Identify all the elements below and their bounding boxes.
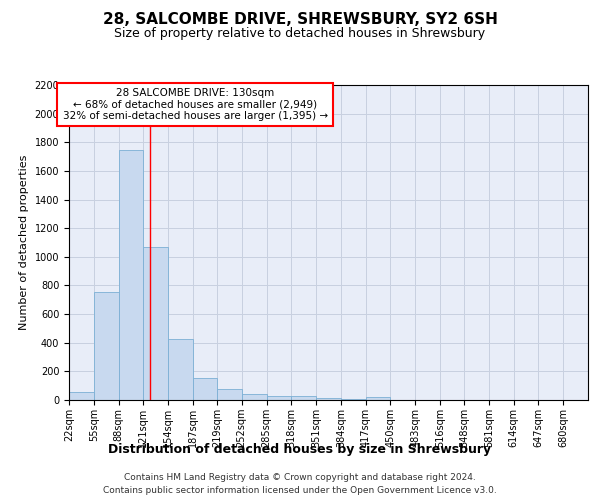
Bar xyxy=(217,388,242,400)
Bar xyxy=(193,378,217,400)
Bar xyxy=(119,150,143,400)
Bar xyxy=(266,396,292,400)
Bar xyxy=(316,398,341,400)
Bar xyxy=(242,394,266,400)
Bar xyxy=(168,339,193,400)
Bar xyxy=(69,392,94,400)
Text: Size of property relative to detached houses in Shrewsbury: Size of property relative to detached ho… xyxy=(115,28,485,40)
Bar xyxy=(365,397,391,400)
Bar xyxy=(143,247,168,400)
Text: Distribution of detached houses by size in Shrewsbury: Distribution of detached houses by size … xyxy=(109,442,491,456)
Bar xyxy=(292,396,316,400)
Text: Contains HM Land Registry data © Crown copyright and database right 2024.: Contains HM Land Registry data © Crown c… xyxy=(124,472,476,482)
Bar xyxy=(94,292,119,400)
Text: 28, SALCOMBE DRIVE, SHREWSBURY, SY2 6SH: 28, SALCOMBE DRIVE, SHREWSBURY, SY2 6SH xyxy=(103,12,497,28)
Text: 28 SALCOMBE DRIVE: 130sqm
← 68% of detached houses are smaller (2,949)
32% of se: 28 SALCOMBE DRIVE: 130sqm ← 68% of detac… xyxy=(62,88,328,121)
Text: Contains public sector information licensed under the Open Government Licence v3: Contains public sector information licen… xyxy=(103,486,497,495)
Bar xyxy=(341,398,365,400)
Y-axis label: Number of detached properties: Number of detached properties xyxy=(19,155,29,330)
